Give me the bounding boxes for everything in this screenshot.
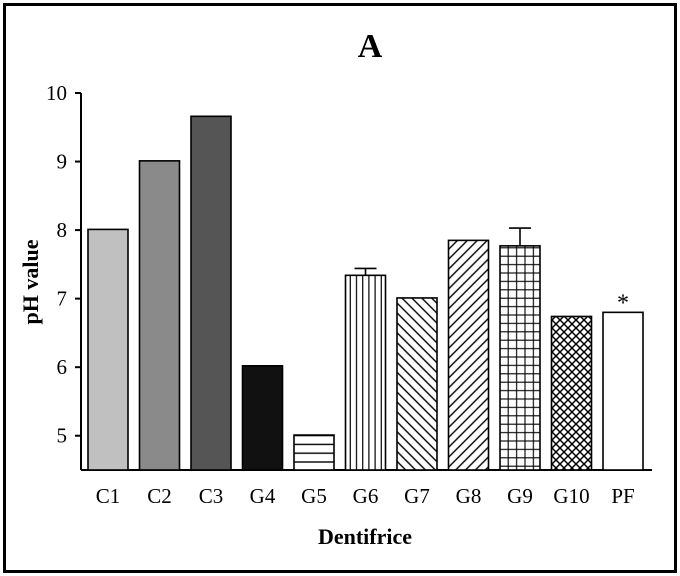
y-tick-label: 8 xyxy=(57,218,68,242)
bar-g10 xyxy=(550,315,593,471)
bar-g5 xyxy=(293,434,335,471)
y-tick-label: 6 xyxy=(57,355,68,379)
y-tick-label: 9 xyxy=(57,150,68,174)
x-tick-label-g9: G9 xyxy=(507,484,533,508)
x-tick-label-c1: C1 xyxy=(96,484,121,508)
x-tick-label-g6: G6 xyxy=(353,484,379,508)
bar-g7 xyxy=(396,297,438,471)
significance-marker: * xyxy=(617,290,629,316)
bars: * xyxy=(87,115,644,471)
chart-title: A xyxy=(358,28,383,65)
y-axis-title: pH value xyxy=(18,239,43,324)
bar-pf xyxy=(602,311,644,471)
bar-g9 xyxy=(499,245,541,471)
y-ticks: 5 6 7 8 9 10 xyxy=(46,81,81,448)
bar-c1 xyxy=(87,228,129,471)
x-tick-label-g8: G8 xyxy=(456,484,482,508)
x-tick-label-pf: PF xyxy=(611,484,634,508)
y-tick-label: 5 xyxy=(57,424,68,448)
x-axis-title: Dentifrice xyxy=(318,524,412,549)
x-tick-label-g5: G5 xyxy=(301,484,327,508)
x-tick-label-g10: G10 xyxy=(553,484,589,508)
x-tick-label-c2: C2 xyxy=(147,484,172,508)
x-tick-label-g7: G7 xyxy=(404,484,430,508)
x-tick-label-g4: G4 xyxy=(250,484,276,508)
bar-g6 xyxy=(344,274,387,471)
bar-g4 xyxy=(241,365,284,471)
x-tick-label-c3: C3 xyxy=(199,484,224,508)
x-ticks: C1 C2 C3 G4 G5 G6 G7 G8 G9 G10 PF xyxy=(96,484,635,508)
bar-c3 xyxy=(190,115,232,471)
y-tick-label: 7 xyxy=(57,287,68,311)
bar-g8 xyxy=(447,239,490,471)
y-tick-label: 10 xyxy=(46,81,67,105)
bar-c2 xyxy=(138,160,181,471)
